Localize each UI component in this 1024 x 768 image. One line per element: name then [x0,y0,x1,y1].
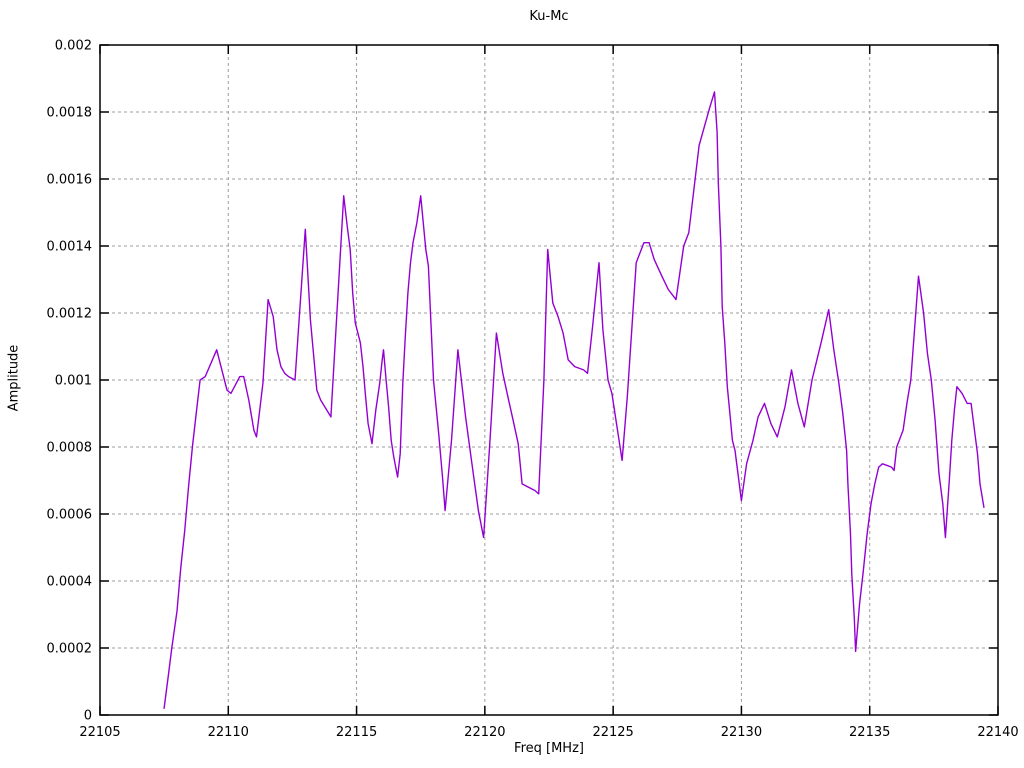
y-tick-label: 0.0012 [47,307,93,322]
y-tick-label: 0.0006 [47,508,93,523]
y-tick-label: 0.0002 [47,642,93,657]
x-tick-label: 22120 [464,725,505,740]
x-tick-label: 22130 [721,725,762,740]
y-tick-label: 0.001 [55,374,92,389]
data-line [163,91,985,709]
y-tick-label: 0.0008 [47,441,93,456]
x-tick-label: 22110 [208,725,249,740]
x-tick-label: 22140 [977,725,1018,740]
x-tick-label: 22115 [336,725,377,740]
y-tick-label: 0 [84,709,92,724]
y-tick-label: 0.0016 [47,173,93,188]
y-tick-label: 0.0014 [47,240,93,255]
x-axis-label: Freq [MHz] [514,741,584,756]
chart-title: Ku-Mc [529,9,569,24]
y-tick-label: 0.0004 [47,575,93,590]
y-tick-label: 0.002 [55,39,92,54]
x-tick-label: 22135 [849,725,890,740]
x-tick-label: 22125 [592,725,633,740]
y-axis-label: Amplitude [6,344,22,412]
y-tick-label: 0.0018 [47,106,93,121]
x-tick-label: 22105 [79,725,120,740]
